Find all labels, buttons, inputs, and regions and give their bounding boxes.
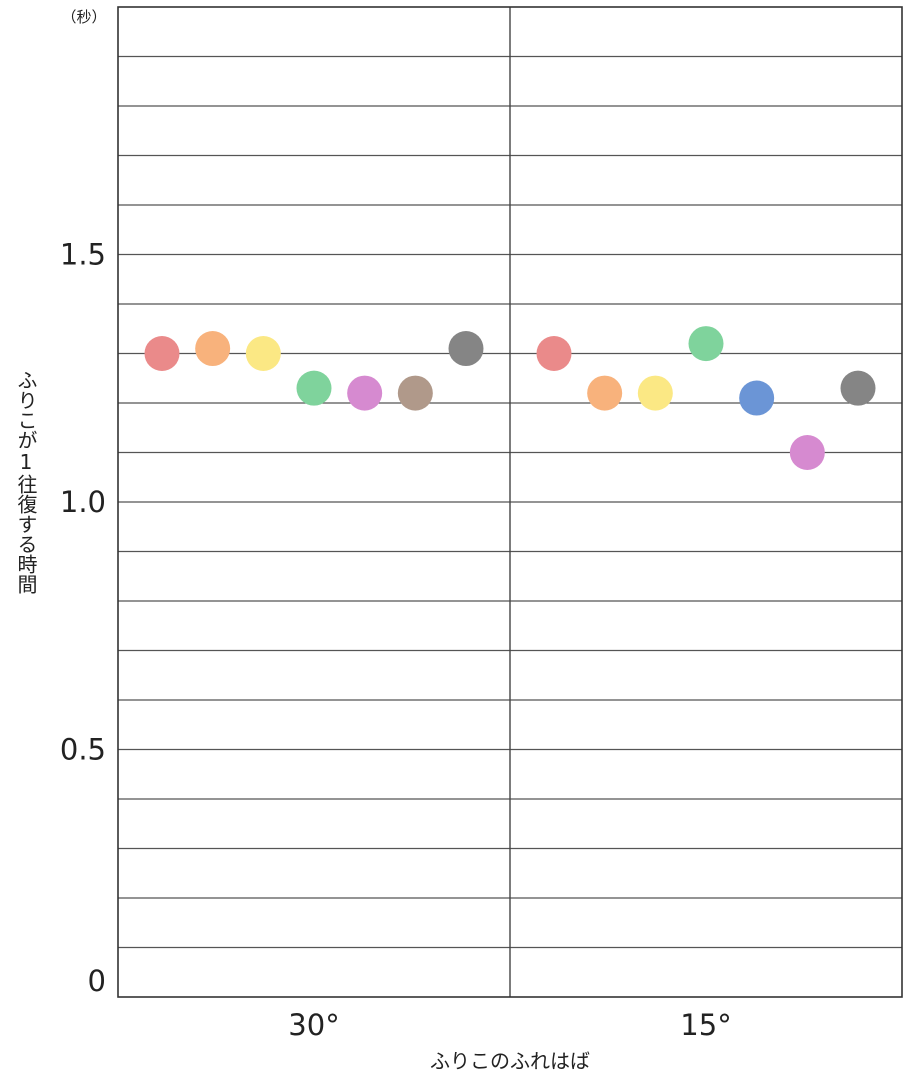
data-point [739,380,775,416]
x-tick-label: 30° [288,1008,339,1042]
data-point [587,375,623,411]
y-axis-title: ふりこが1往復する時間 [14,370,38,594]
plot-frame [117,6,903,998]
data-point [789,435,825,470]
data-point [840,370,876,406]
x-axis-title: ふりこのふれはば [430,1049,590,1073]
data-points [144,326,876,470]
data-point [245,336,281,371]
data-point [296,370,332,406]
y-unit-label: （秒） [61,8,106,26]
y-tick-label: 1.0 [60,485,106,519]
data-point [637,375,673,411]
y-tick-labels: 0 0.5 1.0 1.5 [60,238,106,999]
y-tick-label: 1.5 [60,238,106,272]
x-tick-label: 15° [680,1008,731,1042]
y-tick-label: 0 [88,964,106,998]
data-point [347,375,383,411]
data-point [536,336,572,371]
data-point [397,375,433,411]
y-tick-label: 0.5 [60,733,106,767]
x-tick-labels: 30° 15° [288,1008,731,1042]
data-point [688,326,724,362]
data-point [448,331,484,367]
data-point [195,331,231,367]
data-point [144,336,180,371]
